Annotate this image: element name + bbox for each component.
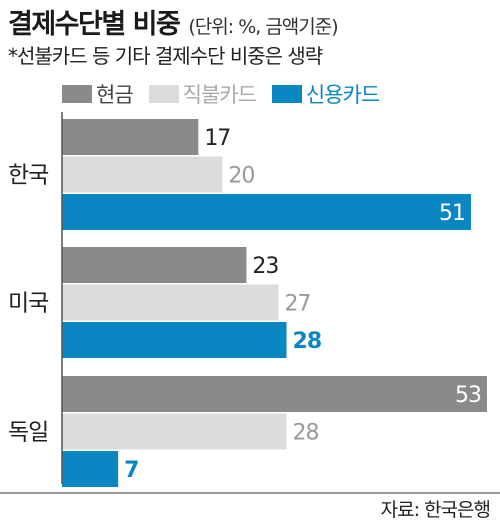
legend-label-credit: 신용카드: [305, 83, 380, 107]
bar-credit: [62, 194, 471, 230]
category-label: 한국: [8, 163, 48, 189]
data-label: 17: [204, 126, 230, 151]
bar-credit: [62, 451, 119, 487]
legend-item-debit: 직불카드: [148, 79, 257, 109]
data-label: 28: [293, 329, 322, 354]
unit-label: (단위: %, 금액기준): [188, 16, 338, 38]
bar-debit: [62, 413, 287, 450]
legend-item-cash: 현금: [62, 79, 134, 109]
legend-swatch-debit: [148, 85, 179, 103]
bar-debit: [62, 284, 279, 321]
footnote: *선불카드 등 기타 결제수단 비중은 생략: [8, 44, 323, 68]
bar-cash: [62, 376, 487, 412]
bar-cash: [62, 119, 199, 155]
data-label: 23: [252, 254, 278, 279]
source-note: 자료: 한국은행: [380, 499, 491, 521]
data-label: 28: [293, 421, 319, 446]
category-label: 미국: [8, 291, 48, 317]
legend-swatch-credit: [271, 85, 302, 103]
legend-swatch-cash: [62, 85, 92, 103]
bar-debit: [62, 156, 223, 193]
data-label: 7: [124, 458, 138, 483]
category-label: 독일: [8, 420, 48, 446]
legend: 현금 직불카드 신용카드: [62, 79, 380, 109]
chart-title: 결제수단별 비중: [8, 9, 181, 40]
title-row: 결제수단별 비중 (단위: %, 금액기준): [8, 2, 339, 41]
bar-credit: [62, 322, 287, 358]
data-label: 27: [285, 292, 311, 317]
data-label: 53: [455, 383, 481, 408]
legend-item-credit: 신용카드: [271, 79, 380, 109]
legend-label-debit: 직불카드: [182, 83, 257, 107]
legend-label-cash: 현금: [96, 83, 134, 107]
bar-cash: [62, 247, 247, 283]
data-label: 20: [228, 164, 254, 189]
data-label: 51: [439, 201, 465, 226]
